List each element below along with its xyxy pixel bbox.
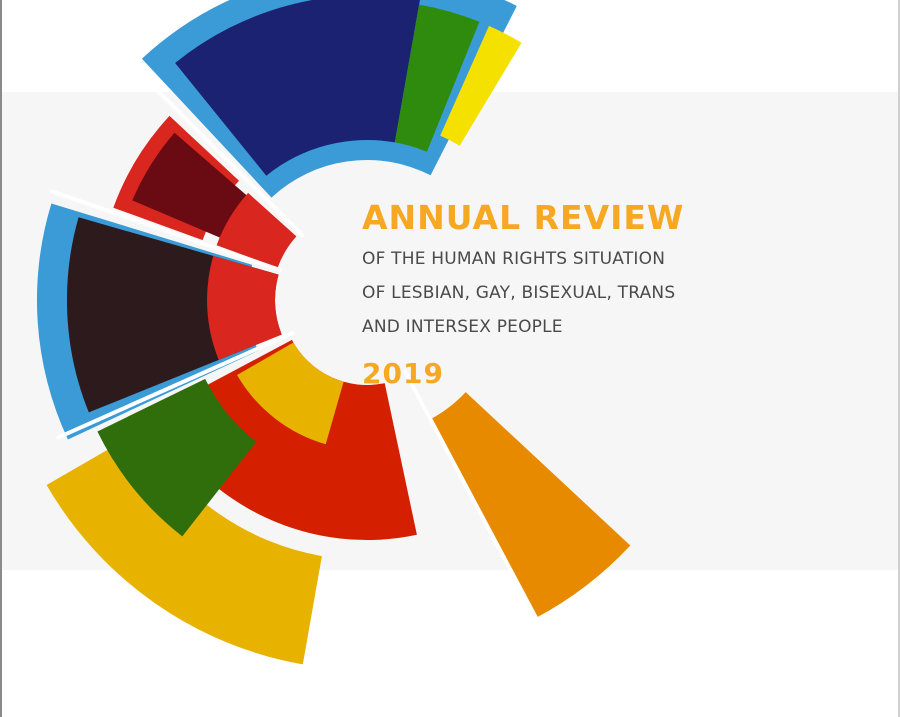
subtitle-line-3: AND INTERSEX PEOPLE (362, 317, 563, 337)
logo-segment-red-bottom (155, 339, 417, 541)
title-block: ANNUAL REVIEW OF THE HUMAN RIGHTS SITUAT… (362, 198, 792, 390)
subtitle-line-1: OF THE HUMAN RIGHTS SITUATION (362, 249, 666, 269)
logo-divider-upper (153, 86, 305, 238)
logo-segment-navy-top (175, 0, 420, 176)
subtitle-line-2: OF LESBIAN, GAY, BISEXUAL, TRANS (362, 283, 676, 303)
logo-divider-left (49, 189, 283, 273)
logo-segment-yellow-top (440, 25, 522, 146)
logo-divider-right (402, 369, 543, 628)
page-edge-left (0, 0, 2, 717)
logo-segment-red-inner-left (207, 255, 282, 360)
logo-divider-lower-left (55, 330, 295, 441)
logo-segment-green-top (394, 4, 480, 152)
logo-segment-green-bottom (97, 378, 257, 537)
page-edge-right (898, 0, 900, 717)
report-year: 2019 (362, 357, 444, 390)
logo-segment-red-inner-upper (216, 192, 297, 268)
logo-segment-orange-bottom-right (430, 392, 631, 618)
report-title: ANNUAL REVIEW (362, 198, 685, 237)
logo-segment-gold-inner-bottom (237, 342, 344, 445)
logo-segment-yellow-bottom (46, 430, 322, 665)
